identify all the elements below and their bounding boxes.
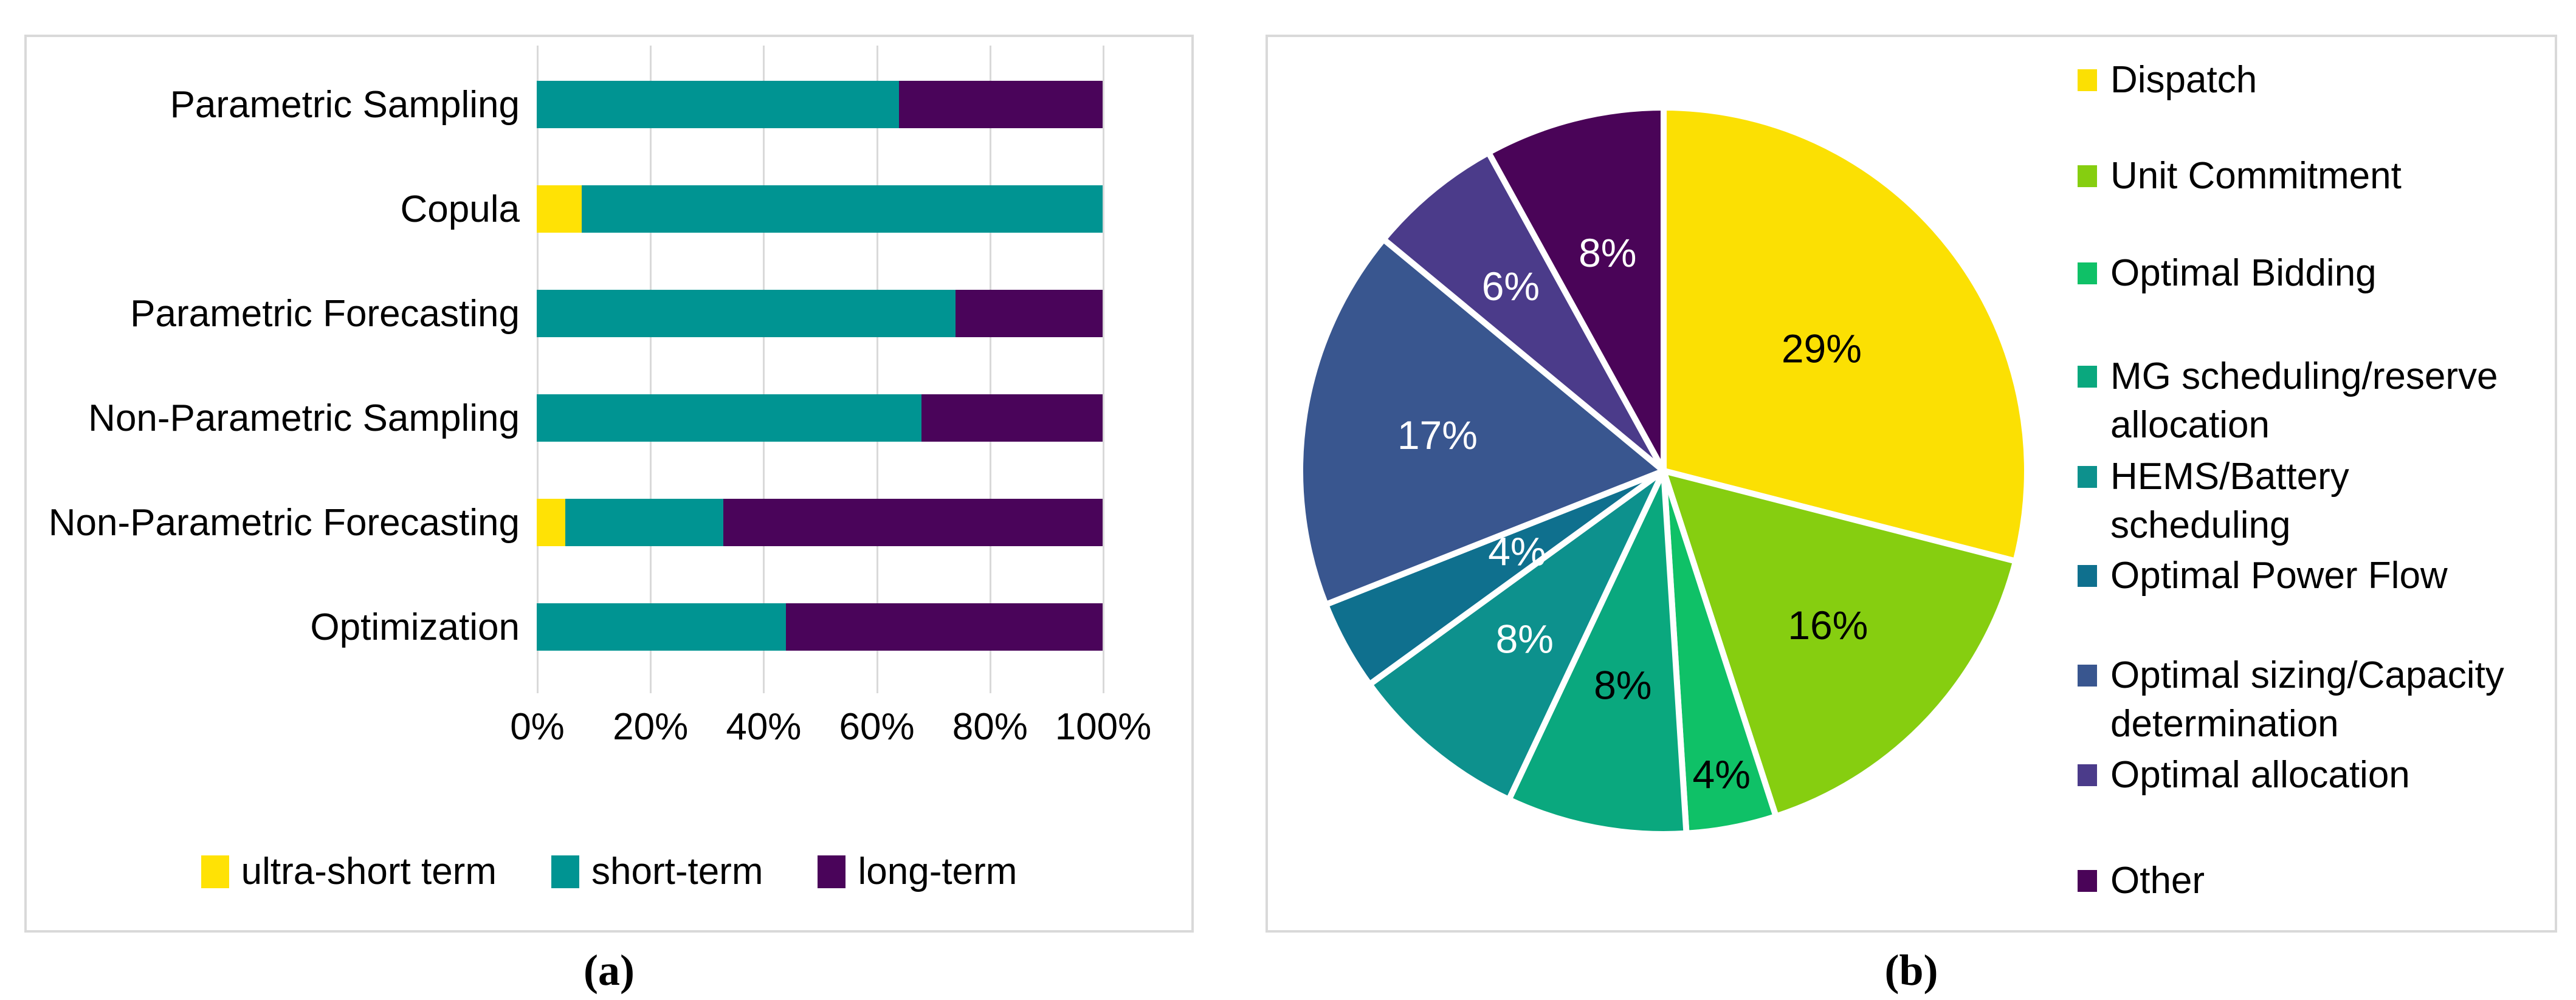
legend-label: ultra-short term (241, 851, 497, 892)
bar-segment-ultra-short-term (537, 499, 565, 546)
legend-item-short-term: short-term (551, 850, 763, 893)
pie-legend-item-Dispatch: Dispatch (2078, 56, 2576, 104)
x-tick-label: 20% (613, 706, 689, 748)
pie-percent-label: 4% (1488, 529, 1546, 574)
pie-slice-Other (1484, 104, 1667, 473)
bar-segment-short-term (537, 290, 956, 337)
legend-label: HEMS/Battery scheduling (2110, 456, 2349, 546)
panel-a-bar-chart: Parametric Sampling Copula Parametric Fore… (24, 35, 1194, 933)
legend-label: Optimal sizing/Capacity determination (2110, 654, 2504, 745)
bar-row (537, 499, 1103, 546)
pie-percent-label: 17% (1397, 413, 1478, 457)
pie-legend-item-MG-scheduling-reserve: MG scheduling/reserve allocation (2078, 352, 2576, 450)
bar-legend: ultra-short term short-term long-term (27, 850, 1191, 893)
pie-legend-item-Unit-Commitment: Unit Commitment (2078, 152, 2576, 200)
legend-swatch-icon (2078, 870, 2097, 892)
legend-label: Dispatch (2110, 59, 2257, 101)
bar-segment-long-term (921, 394, 1103, 442)
bar-segment-short-term (582, 185, 1103, 233)
pie-legend-item-Optimal-sizing-Capacity: Optimal sizing/Capacity determination (2078, 651, 2576, 748)
pie-legend-item-HEMS-Battery: HEMS/Battery scheduling (2078, 453, 2576, 550)
x-tick-label: 0% (510, 706, 565, 748)
pie-percent-label: 8% (1579, 230, 1636, 275)
legend-item-long-term: long-term (818, 850, 1017, 893)
legend-swatch-icon (2078, 565, 2097, 587)
legend-swatch-icon (551, 855, 579, 888)
x-tick-label: 60% (839, 706, 915, 748)
pie-percent-label: 16% (1788, 603, 1868, 648)
gridline (1103, 46, 1104, 693)
gridline (989, 46, 991, 693)
bar-segment-short-term (537, 81, 899, 128)
pie-legend-item-Other: Other (2078, 857, 2576, 905)
legend-swatch-icon (818, 855, 846, 888)
category-label: Non-Parametric Sampling (88, 397, 520, 439)
bar-row (537, 185, 1103, 233)
legend-item-ultra-short-term: ultra-short term (201, 850, 497, 893)
legend-label: MG scheduling/reserve allocation (2110, 355, 2498, 446)
bar-row (537, 603, 1103, 651)
caption-a: (a) (584, 946, 635, 995)
bar-row (537, 290, 1103, 337)
pie-percent-label: 6% (1482, 264, 1540, 309)
legend-label: long-term (858, 851, 1018, 892)
gridline (876, 46, 878, 693)
gridline (537, 46, 539, 693)
bar-segment-long-term (955, 290, 1103, 337)
pie-slice-Dispatch (1661, 104, 2030, 565)
x-tick-label: 80% (952, 706, 1028, 748)
gridline (650, 46, 652, 693)
pie-slice-MG-scheduling-reserve (1504, 469, 1690, 837)
category-label: Optimization (310, 606, 520, 648)
legend-swatch-icon (2078, 262, 2097, 284)
bar-segment-short-term (565, 499, 724, 546)
bar-segment-short-term (537, 394, 922, 442)
legend-label: short-term (591, 851, 763, 892)
pie-legend-item-Optimal-Bidding: Optimal Bidding (2078, 249, 2576, 298)
pie-slice-HEMS-Battery (1365, 468, 1667, 804)
pie-slice-Unit-Commitment (1659, 466, 2020, 821)
bar-row (537, 81, 1103, 128)
pie-percent-label: 8% (1594, 662, 1651, 707)
legend-swatch-icon (2078, 764, 2097, 786)
pie-legend-item-Optimal-allocation: Optimal allocation (2078, 751, 2576, 800)
bar-segment-long-term (785, 603, 1103, 651)
bar-segment-long-term (898, 81, 1103, 128)
pie-slice-Optimal-sizing-Capacity (1297, 235, 1670, 609)
panel-b-pie-chart: 29% 16% 4% 8% 8% 4% 17% 6% 8% Dispatch Unit Commi… (1266, 35, 2557, 933)
legend-label: Optimal Bidding (2110, 252, 2377, 294)
gridline (763, 46, 765, 693)
pie-legend-item-Optimal-Power-Flow: Optimal Power Flow (2078, 552, 2576, 600)
pie-percent-label: 29% (1782, 326, 1862, 371)
legend-swatch-icon (2078, 366, 2097, 388)
legend-label: Optimal Power Flow (2110, 555, 2448, 597)
legend-swatch-icon (2078, 665, 2097, 687)
legend-swatch-icon (2078, 165, 2097, 187)
legend-swatch-icon (201, 855, 229, 888)
pie-chart: 29% 16% 4% 8% 8% 4% 17% 6% 8% (1297, 104, 2030, 837)
caption-b: (b) (1884, 946, 1938, 995)
category-label: Non-Parametric Forecasting (48, 501, 520, 544)
x-tick-label: 40% (726, 706, 802, 748)
legend-swatch-icon (2078, 466, 2097, 488)
legend-swatch-icon (2078, 69, 2097, 91)
category-label: Parametric Forecasting (130, 292, 520, 335)
pie-legend: Dispatch Unit Commitment Optimal Bidding MG… (1268, 37, 2555, 930)
pie-percent-label: 4% (1693, 752, 1751, 796)
legend-label: Other (2110, 860, 2205, 902)
legend-label: Unit Commitment (2110, 155, 2402, 197)
bar-row (537, 394, 1103, 442)
bar-segment-ultra-short-term (537, 185, 582, 233)
bar-segment-short-term (537, 603, 786, 651)
category-label: Parametric Sampling (170, 83, 520, 126)
legend-label: Optimal allocation (2110, 754, 2410, 796)
x-tick-label: 100% (1055, 706, 1152, 748)
pie-percent-label: 8% (1496, 617, 1554, 662)
bar-segment-long-term (723, 499, 1103, 546)
category-label: Copula (400, 188, 520, 230)
pie-slice-Optimal-allocation (1379, 148, 1667, 473)
